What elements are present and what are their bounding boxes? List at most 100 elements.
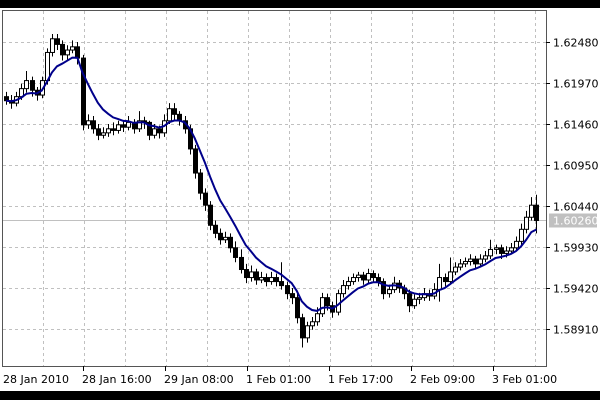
time-axis[interactable]: 28 Jan 2010 28 Jan 16:00 29 Jan 08:00 1 Feb… (3, 366, 557, 386)
candle (346, 276, 351, 290)
candle-body (387, 289, 392, 295)
candle (203, 188, 208, 211)
y-tick-label: 1.60440 (553, 201, 599, 214)
candle (65, 45, 70, 60)
candle (121, 120, 126, 133)
candle-body (458, 263, 463, 268)
candle-body (269, 277, 274, 283)
y-tick-label: 1.59930 (553, 242, 599, 255)
candle-body (483, 255, 488, 260)
candle-body (55, 38, 60, 45)
candle-body (463, 260, 468, 265)
candle-body (300, 317, 305, 339)
candle (254, 268, 259, 285)
candle (534, 194, 539, 234)
candle-body (30, 80, 35, 91)
candle-body (249, 271, 254, 279)
candle (371, 270, 376, 282)
candle-body (137, 120, 142, 130)
candle (387, 284, 392, 298)
current-price-value: 1.60260 (553, 215, 599, 228)
candle (126, 115, 131, 131)
candle (55, 33, 60, 51)
candle-body (60, 43, 65, 56)
candle (193, 144, 198, 179)
candle-body (126, 121, 131, 128)
y-tick-label: 1.60950 (553, 160, 599, 173)
candle-body (121, 124, 126, 128)
candle (509, 242, 514, 255)
candle-body (488, 248, 493, 257)
candle-body (254, 271, 259, 281)
candle-body (75, 46, 80, 59)
current-price-badge (549, 213, 597, 228)
candle-body (529, 204, 534, 218)
y-tick-label: 1.62480 (553, 37, 599, 50)
candle-body (325, 297, 330, 307)
candle-body (208, 204, 213, 226)
candle-body (116, 124, 121, 131)
candle-body (346, 281, 351, 287)
candle (356, 271, 361, 282)
candle (101, 127, 106, 139)
candle (167, 103, 172, 124)
candle-body (376, 277, 381, 283)
candle (407, 289, 412, 313)
candle-body (91, 120, 96, 130)
candle-body (478, 258, 483, 265)
candle (300, 313, 305, 348)
candle-body (407, 293, 412, 307)
candle-body (524, 216, 529, 230)
candle-body (494, 247, 499, 250)
candle (239, 249, 244, 274)
candle-body (233, 247, 238, 258)
candle (361, 271, 366, 285)
candle-body (310, 321, 315, 327)
candle-body (65, 49, 70, 56)
candle-body (315, 313, 320, 323)
candle-body (259, 277, 264, 281)
candle-body (172, 108, 177, 115)
candle-body (473, 258, 478, 265)
y-tick-label: 1.59420 (553, 283, 599, 296)
candle (86, 114, 91, 129)
candle (468, 254, 473, 266)
candle (106, 124, 111, 137)
candle-body (81, 57, 86, 126)
candle (91, 115, 96, 134)
candle-body (534, 204, 539, 221)
candle-body (468, 258, 473, 262)
candle (473, 255, 478, 269)
candle (50, 33, 55, 57)
candle (524, 210, 529, 234)
candle-body (361, 274, 366, 281)
candle-body (356, 274, 361, 279)
candle (320, 292, 325, 317)
candle-body (448, 271, 453, 283)
candle-body (453, 266, 458, 273)
candle-body (341, 285, 346, 295)
candle-body (239, 256, 244, 271)
candle (483, 251, 488, 263)
candle (448, 257, 453, 285)
candle (228, 233, 233, 253)
candle (463, 257, 468, 268)
candle (264, 273, 269, 287)
candle-body (290, 293, 295, 299)
candle (249, 265, 254, 282)
candle (116, 120, 121, 134)
candle (96, 124, 101, 141)
candle-body (152, 128, 157, 136)
candle-body (320, 297, 325, 315)
candle (269, 271, 274, 285)
candle (443, 273, 448, 287)
candle (198, 169, 203, 200)
candle (381, 278, 386, 300)
x-tick-label: 1 Feb 01:00 (246, 373, 311, 386)
candle (208, 201, 213, 231)
candle (529, 197, 534, 221)
candle (147, 120, 152, 141)
price-axis[interactable]: 1.62480 1.61970 1.61460 1.60950 1.60440 1.599… (546, 37, 599, 337)
